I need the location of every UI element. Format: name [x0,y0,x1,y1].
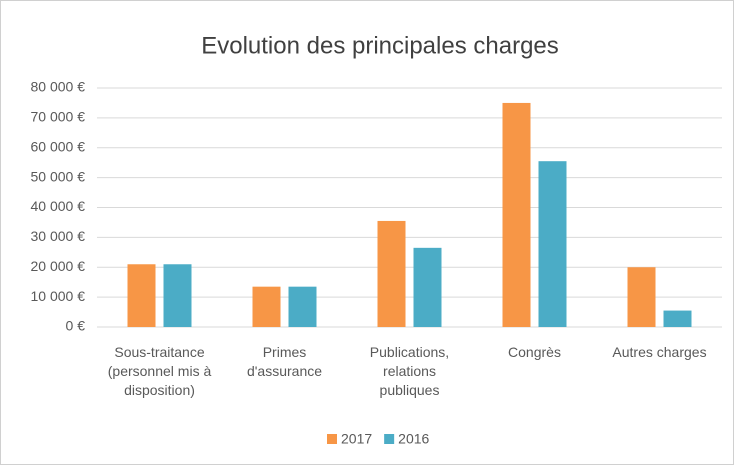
x-tick-label: Primes d'assurance [246,344,323,379]
legend-label: 2017 [341,431,372,447]
bar [627,267,656,327]
bar [127,264,156,327]
bar [163,264,192,327]
bar [663,310,692,327]
bar [413,247,442,327]
legend-label: 2016 [398,431,429,447]
y-tick-label: 40 000 € [31,198,86,214]
x-tick-label: Autres charges [612,344,707,360]
y-tick-label: 60 000 € [31,138,86,154]
y-tick-label: 70 000 € [31,109,86,125]
y-tick-label: 50 000 € [31,168,86,184]
x-tick-label: Publications, relations publiques [369,344,450,398]
bar [538,161,567,327]
x-tick-label: Sous-traitance (personnel mis à disposit… [107,344,212,398]
y-tick-label: 10 000 € [31,288,86,304]
bar [252,286,281,327]
bar [288,286,317,327]
x-tick-label: Congrès [508,344,561,360]
y-tick-label: 20 000 € [31,258,86,274]
y-tick-label: 0 € [66,318,86,334]
y-tick-label: 80 000 € [31,79,86,95]
bar [377,220,406,327]
chart-title: Evolution des principales charges [201,32,559,59]
legend-swatch [384,434,395,444]
legend-swatch [327,434,337,444]
y-tick-label: 30 000 € [31,228,86,244]
bar [502,102,531,327]
